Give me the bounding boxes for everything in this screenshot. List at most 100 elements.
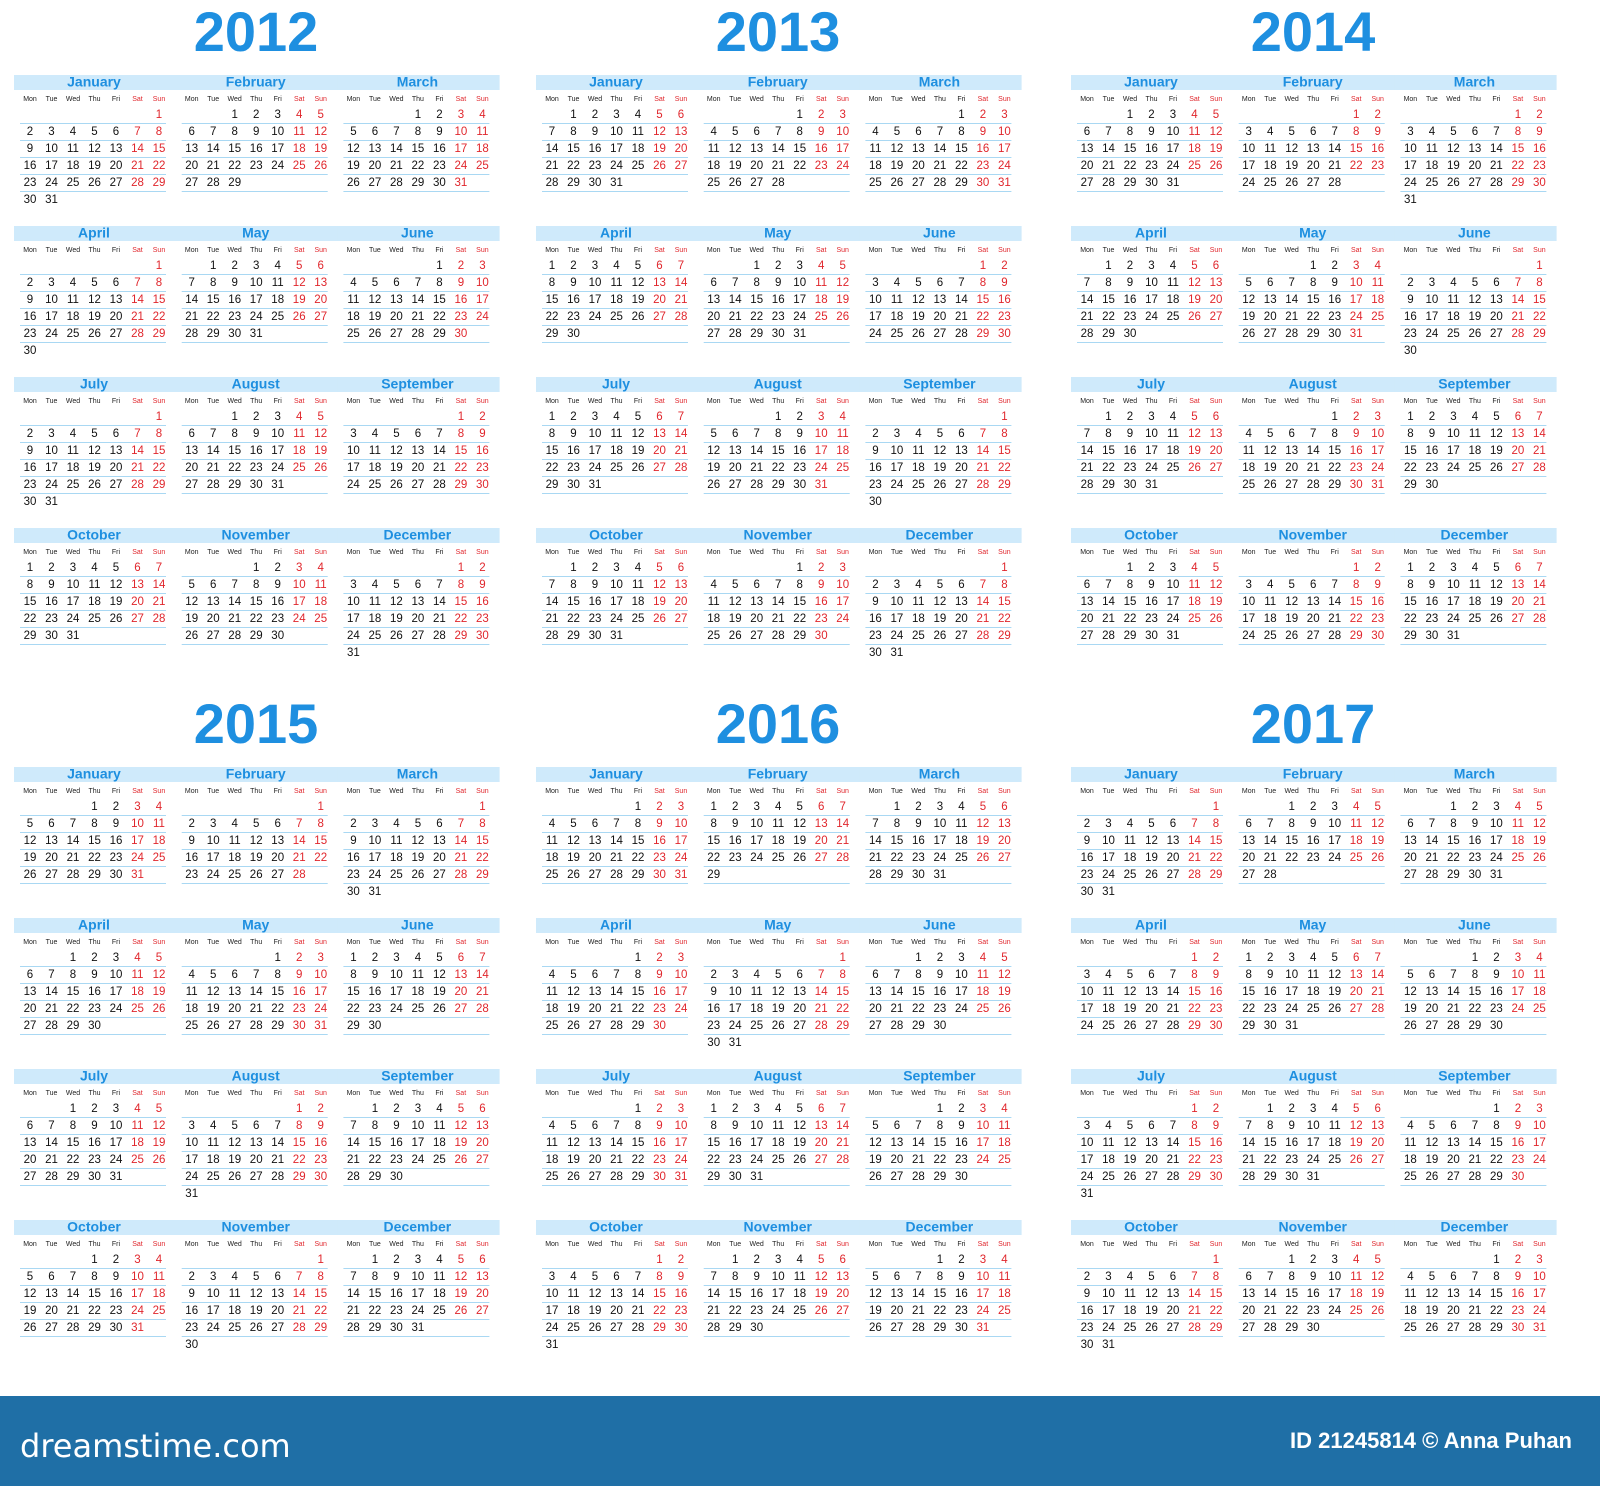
day-number: 22 — [632, 1154, 645, 1166]
month-name: August — [754, 1068, 803, 1084]
day-number: 10 — [1242, 596, 1255, 608]
day-number: 25 — [369, 630, 382, 642]
day-number: 21 — [293, 852, 306, 864]
day-number: 14 — [1426, 835, 1439, 847]
day-number: 21 — [750, 462, 763, 474]
day-number: 14 — [675, 428, 688, 440]
day-number: 6 — [1515, 411, 1521, 423]
day-number: 8 — [1127, 579, 1133, 591]
day-number: 14 — [476, 969, 489, 981]
month-name: March — [397, 74, 438, 90]
day-number: 15 — [250, 596, 263, 608]
day-number: 3 — [253, 260, 259, 272]
day-number: 21 — [1469, 1305, 1482, 1317]
day-number: 15 — [772, 445, 785, 457]
day-number: 12 — [567, 835, 580, 847]
day-number: 21 — [707, 1305, 720, 1317]
day-number: 24 — [45, 479, 58, 491]
weekday-label: Fri — [112, 96, 121, 103]
weekday-label: Fri — [1492, 549, 1501, 556]
day-number: 24 — [1328, 1305, 1341, 1317]
month-name: July — [80, 376, 108, 392]
weekday-label: Thu — [1307, 398, 1319, 405]
weekday-label: Sat — [654, 1090, 665, 1097]
day-number: 5 — [839, 260, 845, 272]
day-number: 10 — [836, 579, 849, 591]
day-number: 21 — [1264, 1305, 1277, 1317]
day-number: 14 — [1469, 1137, 1482, 1149]
day-number: 5 — [27, 818, 33, 830]
day-number: 16 — [977, 143, 990, 155]
day-number: 26 — [998, 1003, 1011, 1015]
day-number: 5 — [710, 428, 716, 440]
month-name: July — [80, 1068, 108, 1084]
day-number: 13 — [476, 1120, 489, 1132]
day-number: 23 — [955, 1305, 968, 1317]
day-number: 27 — [815, 1154, 828, 1166]
month-header-bar — [337, 75, 500, 90]
day-number: 13 — [1210, 428, 1223, 440]
weekday-label: Sun — [836, 96, 849, 103]
day-number: 12 — [1210, 579, 1223, 591]
weekday-label: Wed — [588, 939, 602, 946]
day-number: 2 — [1536, 109, 1542, 121]
day-number: 14 — [977, 596, 990, 608]
weekday-label: Sat — [456, 549, 467, 556]
day-number: 30 — [24, 345, 37, 357]
day-number: 5 — [393, 579, 399, 591]
weekday-label: Fri — [957, 939, 966, 946]
day-number: 22 — [476, 852, 489, 864]
day-number: 5 — [27, 1271, 33, 1283]
day-number: 11 — [67, 445, 79, 457]
day-number: 4 — [1245, 428, 1252, 440]
day-number: 21 — [1469, 1154, 1482, 1166]
day-number: 26 — [1264, 479, 1277, 491]
day-number: 4 — [1105, 969, 1112, 981]
day-number: 22 — [1285, 1305, 1298, 1317]
day-number: 14 — [912, 1288, 925, 1300]
day-number: 9 — [1213, 969, 1219, 981]
weekday-label: Wed — [588, 788, 602, 795]
day-number: 9 — [27, 143, 33, 155]
day-number: 2 — [980, 109, 986, 121]
day-number: 9 — [1148, 126, 1154, 138]
day-number: 17 — [110, 986, 123, 998]
weekday-label: Thu — [250, 398, 262, 405]
day-number: 7 — [775, 126, 781, 138]
day-number: 15 — [1469, 986, 1482, 998]
day-number: 8 — [317, 818, 323, 830]
day-number: 29 — [347, 1020, 360, 1032]
month-name: May — [242, 917, 269, 933]
day-number: 12 — [1371, 818, 1384, 830]
day-number: 14 — [45, 986, 58, 998]
day-number: 12 — [1328, 969, 1341, 981]
day-number: 2 — [91, 1103, 97, 1115]
weekday-label: Wed — [750, 788, 764, 795]
day-number: 8 — [775, 428, 781, 440]
day-number: 31 — [250, 328, 263, 340]
day-number: 31 — [131, 1322, 144, 1334]
weekday-label: Mon — [707, 1241, 721, 1248]
day-number: 11 — [1350, 818, 1362, 830]
weekday-label: Sat — [1189, 549, 1200, 556]
day-number: 10 — [977, 1271, 990, 1283]
day-number: 25 — [793, 1305, 806, 1317]
weekday-label: Thu — [1307, 96, 1319, 103]
day-number: 10 — [815, 428, 828, 440]
weekday-label: Tue — [729, 549, 741, 556]
day-number: 17 — [1145, 294, 1158, 306]
month-name: July — [602, 376, 630, 392]
day-number: 20 — [476, 1288, 489, 1300]
day-number: 30 — [390, 1322, 403, 1334]
month-name: March — [919, 766, 960, 782]
day-number: 2 — [27, 277, 33, 289]
day-number: 3 — [48, 126, 54, 138]
day-number: 6 — [113, 126, 119, 138]
day-number: 27 — [955, 479, 968, 491]
month-name: June — [401, 225, 434, 241]
day-number: 1 — [253, 562, 259, 574]
day-number: 11 — [708, 143, 720, 155]
day-number: 9 — [872, 596, 878, 608]
day-number: 12 — [1242, 294, 1255, 306]
weekday-label: Sun — [1210, 398, 1223, 405]
